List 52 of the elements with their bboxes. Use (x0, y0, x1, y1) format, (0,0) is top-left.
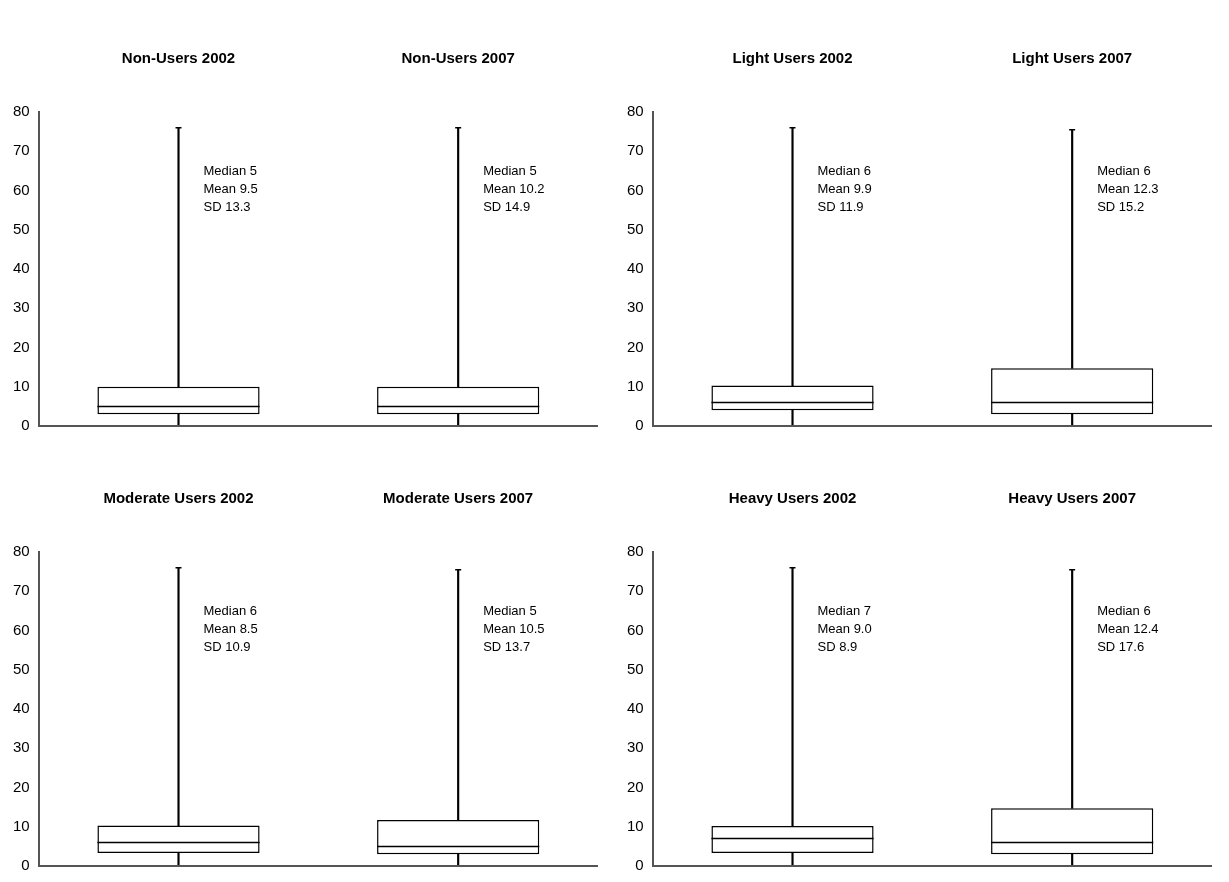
y-tick-label: 40 (13, 259, 30, 277)
y-tick-label: 40 (627, 699, 644, 717)
x-tick-label: Non-Users 2007 (401, 49, 515, 67)
y-tick-label: 10 (13, 816, 30, 834)
y-tick-label: 40 (13, 699, 30, 717)
y-tick-label: 70 (13, 141, 30, 159)
y-tick-label: 70 (13, 581, 30, 599)
y-tick-label: 0 (21, 856, 30, 874)
y-tick-label: 10 (627, 376, 644, 394)
y-tick-label: 60 (13, 180, 30, 198)
y-tick-label: 80 (13, 542, 30, 560)
x-tick-label: Moderate Users 2002 (103, 489, 254, 507)
x-tick-label: Light Users 2007 (1012, 49, 1133, 67)
y-tick-label: 10 (13, 376, 30, 394)
annotation: Median 7 Mean 9.0 SD 8.9 (817, 603, 872, 655)
y-tick-label: 70 (627, 581, 644, 599)
y-tick-label: 50 (13, 219, 30, 237)
annotation: Median 6 Mean 9.9 SD 11.9 (817, 163, 872, 215)
y-tick-label: 50 (627, 659, 644, 677)
y-tick-label: 60 (13, 620, 30, 638)
y-tick-label: 50 (13, 659, 30, 677)
y-tick-label: 20 (13, 337, 30, 355)
y-tick-label: 80 (13, 102, 30, 120)
annotation: Median 5 Mean 10.2 SD 14.9 (483, 163, 545, 215)
y-tick-label: 30 (13, 738, 30, 756)
annotation: Median 6 Mean 12.3 SD 15.2 (1097, 163, 1159, 215)
y-tick-label: 30 (627, 298, 644, 316)
annotation: Median 5 Mean 10.5 SD 13.7 (483, 603, 545, 655)
y-tick-label: 0 (21, 416, 30, 434)
y-tick-label: 70 (627, 141, 644, 159)
y-tick-label: 20 (13, 777, 30, 795)
y-tick-label: 80 (627, 542, 644, 560)
y-tick-label: 20 (627, 777, 644, 795)
y-tick-label: 0 (635, 856, 644, 874)
y-tick-label: 50 (627, 219, 644, 237)
x-tick-label: Heavy Users 2002 (728, 489, 857, 507)
x-tick-label: Light Users 2002 (732, 49, 853, 67)
y-tick-label: 80 (627, 102, 644, 120)
y-tick-label: 10 (627, 816, 644, 834)
x-tick-label: Non-Users 2002 (121, 49, 236, 67)
y-tick-label: 40 (627, 259, 644, 277)
x-tick-label: Heavy Users 2007 (1008, 489, 1136, 507)
y-tick-label: 60 (627, 620, 644, 638)
annotation: Median 5 Mean 9.5 SD 13.3 (203, 163, 258, 215)
y-tick-label: 30 (13, 298, 30, 316)
x-tick-label: Moderate Users 2007 (383, 489, 534, 507)
annotation: Median 6 Mean 8.5 SD 10.9 (203, 603, 258, 655)
y-tick-label: 0 (635, 416, 644, 434)
annotation: Median 6 Mean 12.4 SD 17.6 (1097, 603, 1159, 655)
y-tick-label: 30 (627, 738, 644, 756)
y-tick-label: 20 (627, 337, 644, 355)
y-tick-label: 60 (627, 180, 644, 198)
